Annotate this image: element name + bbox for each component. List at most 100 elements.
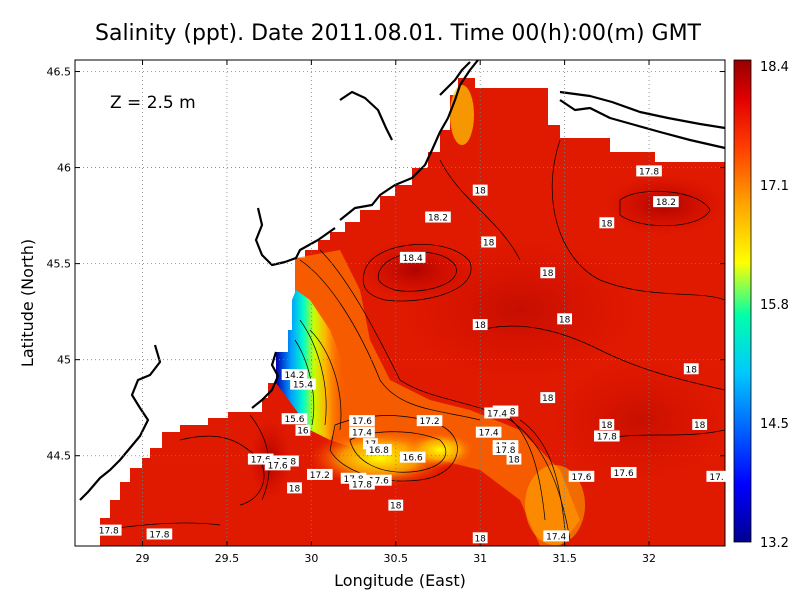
contour-label-text: 18: [542, 394, 554, 404]
contour-label-box: [472, 532, 488, 544]
contour-label-text: 16.6: [403, 454, 423, 464]
contour-label-box: [653, 196, 679, 208]
contour-label-box: [366, 443, 392, 455]
contour-labels: 17.81818.218.2181818.4181818181814.215.4…: [95, 165, 727, 544]
contour-label-box: [295, 424, 311, 436]
contour-label: 17.6: [247, 453, 274, 466]
contour-label-text: 17.4: [479, 429, 499, 439]
contour-label-box: [349, 478, 375, 490]
contour-label-text: 16.8: [369, 446, 389, 456]
contour-label-box: [281, 413, 308, 425]
contour-label: 17.6: [264, 459, 291, 471]
contour-label-box: [540, 392, 556, 404]
contour-label: 18: [540, 267, 556, 279]
contour-label-text: 17.8: [352, 481, 372, 491]
contour-label-text: 18: [686, 365, 698, 375]
contour-label-box: [416, 415, 443, 427]
y-axis-title: Latitude (North): [18, 239, 37, 367]
contour-label-text: 16: [297, 427, 309, 437]
estuary-shore: [559, 99, 726, 150]
contour-label-text: 17.2: [420, 417, 440, 427]
contour-label-box: [349, 426, 375, 438]
map-title: Salinity (ppt). Date 2011.08.01. Time 00…: [95, 21, 702, 46]
colorbar-label: 17.1: [760, 179, 789, 194]
x-tick-label: 30: [304, 552, 318, 565]
contour-label-box: [399, 251, 426, 263]
contour-label-box: [594, 430, 620, 442]
western-shore: [254, 207, 336, 267]
plot-frame: [74, 59, 726, 547]
x-tick-label: 31.5: [552, 552, 577, 565]
contour-label: 17.6: [610, 467, 637, 479]
contour-label: 15.6: [281, 413, 308, 425]
contour-label-box: [363, 438, 378, 450]
contour-label-box: [706, 470, 727, 482]
contour-label-text: 18: [474, 187, 486, 197]
romania-coast: [79, 344, 162, 501]
contour-label-box: [349, 415, 375, 427]
contour-label: 18: [683, 363, 699, 375]
contour-label: 17.4: [475, 426, 502, 439]
contour-label: 18: [599, 217, 615, 229]
contour-label-box: [692, 418, 708, 430]
contour-label: 16.8: [366, 443, 392, 456]
contour-label-text: 17.8: [597, 433, 617, 443]
contour-label-box: [543, 530, 569, 542]
lagoon-shore: [339, 90, 393, 141]
contour-label-text: 17.2: [310, 471, 330, 481]
contour-label-box: [599, 217, 615, 229]
x-tick-label: 32: [642, 552, 656, 565]
y-tick-label: 46.5: [47, 66, 72, 79]
contour-label-text: 18: [542, 269, 554, 279]
contour-label-box: [388, 499, 404, 511]
contour-label-text: 18: [559, 315, 571, 325]
contour-label-text: 15.6: [284, 415, 304, 425]
contour-label-text: 17.6: [352, 417, 372, 427]
y-tick-label: 46: [57, 162, 71, 175]
contour-label-text: 17.6: [268, 461, 288, 471]
contour-label-box: [506, 453, 522, 465]
contour-label: 18: [472, 532, 488, 544]
y-tick-label: 44.5: [47, 450, 72, 463]
contour-label: 18: [506, 453, 522, 466]
north-shore: [439, 61, 471, 96]
contour-label: 15.4: [290, 378, 316, 391]
contour-label-text: 17.6: [571, 473, 591, 483]
contour-label-text: 18: [289, 484, 301, 494]
transition-band: [295, 250, 580, 546]
colorbar-label: 14.5: [760, 417, 789, 432]
x-axis: 29 29.5 30 30.5 31 31.5 32: [136, 60, 656, 565]
contour-label-text: 17.6: [369, 477, 389, 487]
contour-label: 18.2: [425, 211, 451, 224]
contour-label-text: 15.4: [293, 381, 313, 391]
contour-label: 18: [540, 392, 556, 404]
yellow-tongue-north: [450, 85, 474, 145]
delta-coast: [251, 351, 280, 409]
contour-label-box: [484, 407, 510, 419]
contour-label-text: 18: [474, 534, 486, 544]
contour-label-text: 18.2: [656, 198, 676, 208]
colorbar-label: 15.8: [760, 298, 789, 313]
contour-label: 17.8: [492, 443, 519, 456]
contour-label-box: [568, 470, 595, 482]
contour-label: 17.6: [349, 415, 375, 427]
contour-label: 17.8: [95, 524, 122, 537]
contour-label-text: 17.8: [495, 446, 515, 456]
contour-label-box: [492, 443, 519, 455]
contour-label: 17.4: [484, 407, 510, 419]
contour-label-text: 17.8: [639, 167, 659, 177]
x-tick-label: 29: [136, 552, 150, 565]
contour-label-text: 18: [601, 421, 613, 431]
contour-label-box: [610, 467, 637, 479]
contour-lines: [99, 139, 725, 541]
contour-label: 18: [481, 236, 497, 248]
contour-label: 17.8: [636, 165, 662, 177]
contour-label: 18.4: [399, 251, 426, 264]
coastlines: [79, 59, 726, 501]
contour-label-text: 18: [390, 502, 402, 512]
colorbar: [733, 59, 752, 543]
contour-label-text: 17.4: [546, 532, 566, 542]
contour-label-text: 18: [483, 238, 495, 248]
contour-label-text: 18: [508, 456, 520, 466]
